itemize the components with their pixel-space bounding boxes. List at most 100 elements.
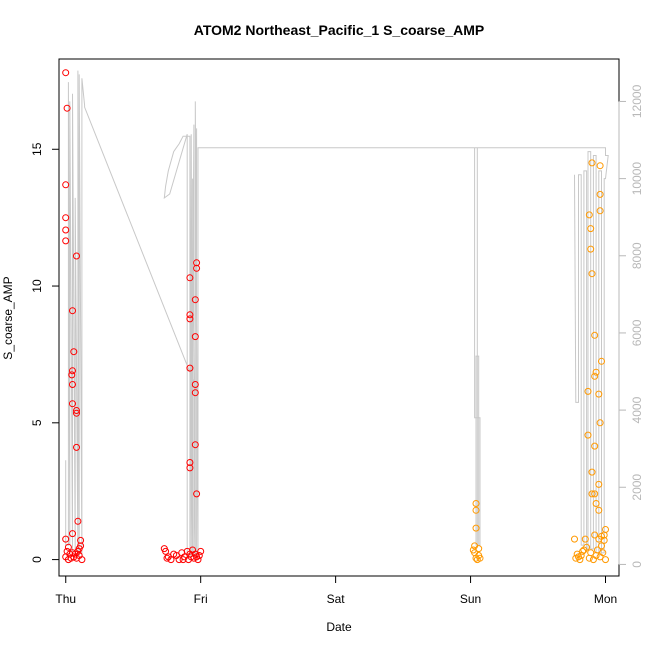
data-point-orange [596, 162, 604, 170]
y-axis-left: 0 5 10 15 [30, 142, 60, 563]
data-point-red [193, 264, 201, 272]
data-point-red [186, 311, 194, 319]
data-point-orange [587, 225, 595, 233]
data-point-orange [476, 554, 484, 562]
data-point-red [163, 554, 171, 562]
y-right-tick-label: 6000 [630, 319, 644, 346]
y-axis-label: S_coarse_AMP [1, 276, 15, 359]
data-point-red [69, 400, 76, 408]
y-left-tick-label: 0 [30, 556, 44, 563]
data-point-orange [469, 546, 477, 554]
data-point-red [74, 517, 82, 525]
data-point-red [62, 237, 70, 245]
data-point-red [62, 214, 70, 222]
data-point-orange [591, 442, 599, 450]
right-axis-line [65, 70, 609, 558]
data-point-orange [572, 554, 580, 562]
data-points [62, 69, 609, 564]
data-point-orange [579, 547, 587, 555]
data-point-orange [595, 390, 603, 398]
data-point-red [69, 381, 76, 388]
data-point-orange [596, 207, 604, 215]
x-tick-label: Sat [327, 592, 346, 606]
data-point-red [193, 490, 201, 498]
data-point-orange [587, 549, 595, 557]
data-point-red [73, 409, 80, 417]
data-point-red [73, 443, 80, 451]
y-left-tick-label: 10 [30, 279, 44, 293]
data-point-red [73, 407, 80, 414]
data-point-red [186, 459, 194, 466]
data-point-orange [600, 536, 608, 544]
data-point-red [67, 554, 75, 562]
plot-frame [58, 58, 620, 577]
data-point-red [63, 547, 71, 555]
data-point-orange [591, 331, 599, 339]
data-point-orange [602, 556, 609, 564]
data-point-orange [592, 368, 600, 376]
data-point-orange [571, 535, 578, 543]
data-point-red [69, 367, 76, 375]
y-right-tick-label: 4000 [630, 396, 644, 423]
data-point-orange [592, 500, 600, 507]
y-right-tick-label: 10000 [630, 162, 644, 196]
data-point-orange [573, 550, 581, 558]
data-point-red [193, 553, 201, 561]
data-point-red [62, 181, 70, 189]
data-point-orange [588, 468, 596, 476]
data-point-red [62, 69, 70, 77]
data-point-orange [591, 490, 599, 498]
data-point-orange [596, 419, 604, 427]
data-point-red [191, 389, 199, 397]
data-point-orange [588, 159, 596, 167]
y-left-tick-label: 15 [30, 142, 44, 156]
data-point-orange [588, 270, 596, 278]
data-point-red [186, 315, 194, 323]
y-left-tick-label: 5 [30, 419, 44, 426]
data-point-red [191, 441, 199, 449]
data-point-orange [472, 524, 480, 532]
chart-title: ATOM2 Northeast_Pacific_1 S_coarse_AMP [194, 22, 485, 38]
data-point-red [186, 550, 194, 558]
data-point-orange [581, 535, 589, 543]
y-axis-right: 0 2000 4000 6000 8000 10000 12000 [618, 84, 644, 568]
data-point-red [75, 545, 83, 553]
x-tick-label: Sun [460, 592, 481, 606]
y-right-tick-label: 8000 [630, 242, 644, 269]
data-point-orange [596, 190, 604, 198]
data-point-red [191, 333, 199, 341]
data-point-red [64, 543, 72, 551]
data-point-red [191, 296, 199, 304]
right-series-line [65, 70, 609, 558]
data-point-orange [584, 387, 592, 395]
data-point-orange [591, 531, 599, 539]
data-point-red [63, 104, 71, 112]
data-point-red [69, 530, 76, 538]
data-point-red [73, 252, 80, 260]
data-point-red [62, 226, 70, 234]
y-right-tick-label: 2000 [630, 474, 644, 501]
data-point-red [179, 556, 187, 564]
x-tick-label: Mon [594, 592, 617, 606]
data-point-orange [472, 506, 480, 514]
data-point-red [186, 364, 194, 372]
data-point-orange [595, 506, 603, 514]
data-point-orange [585, 211, 593, 219]
data-point-orange [598, 357, 605, 365]
x-tick-label: Fri [194, 592, 208, 606]
data-point-red [167, 556, 175, 564]
data-point-red [68, 371, 76, 379]
data-point-orange [588, 490, 596, 498]
data-point-red [69, 307, 76, 315]
data-point-orange [595, 480, 603, 488]
data-point-red [62, 535, 70, 543]
data-point-orange [584, 431, 592, 439]
data-point-red [191, 381, 199, 388]
x-axis: Thu Fri Sat Sun Mon [55, 575, 617, 606]
y-right-tick-label: 0 [630, 561, 644, 568]
data-point-red [70, 348, 78, 356]
data-point-red [186, 464, 194, 472]
data-point-red [175, 556, 183, 564]
data-point-red [73, 554, 80, 562]
